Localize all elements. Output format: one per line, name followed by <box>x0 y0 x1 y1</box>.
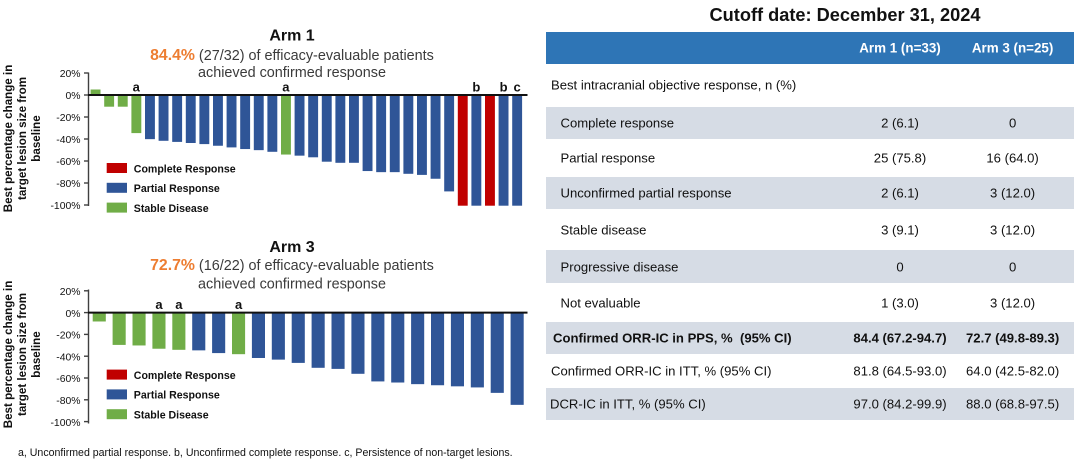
svg-text:-60%: -60% <box>56 374 80 385</box>
svg-text:baseline: baseline <box>30 331 43 378</box>
svg-text:Complete Response: Complete Response <box>134 370 236 382</box>
svg-text:a: a <box>175 297 183 312</box>
svg-text:-80%: -80% <box>56 179 80 190</box>
svg-text:achieved confirmed response: achieved confirmed response <box>198 65 386 81</box>
svg-text:c: c <box>513 80 520 95</box>
svg-text:Partial Response: Partial Response <box>134 183 220 195</box>
svg-text:-40%: -40% <box>56 352 80 363</box>
svg-text:0%: 0% <box>65 309 80 320</box>
svg-text:Arm 3: Arm 3 <box>269 239 314 256</box>
svg-text:-60%: -60% <box>56 157 80 168</box>
svg-text:20%: 20% <box>60 287 81 298</box>
svg-text:a: a <box>235 297 243 312</box>
svg-text:Complete Response: Complete Response <box>134 163 236 175</box>
svg-text:a: a <box>282 80 290 95</box>
svg-text:a: a <box>155 297 163 312</box>
svg-text:-100%: -100% <box>50 201 80 212</box>
svg-text:baseline: baseline <box>30 115 43 162</box>
svg-text:-20%: -20% <box>56 331 80 342</box>
svg-text:target lesion size from: target lesion size from <box>16 77 29 200</box>
svg-text:achieved confirmed response: achieved confirmed response <box>198 277 386 293</box>
svg-text:-80%: -80% <box>56 396 80 407</box>
svg-text:Best percentage change in: Best percentage change in <box>2 65 15 213</box>
svg-text:b: b <box>500 80 508 95</box>
svg-text:Arm 1: Arm 1 <box>269 28 314 45</box>
svg-text:84.4% (27/32) of efficacy-eval: 84.4% (27/32) of efficacy-evaluable pati… <box>150 47 434 64</box>
svg-text:Stable Disease: Stable Disease <box>134 203 209 215</box>
svg-text:Stable Disease: Stable Disease <box>134 410 209 422</box>
svg-text:target lesion size from: target lesion size from <box>16 293 29 416</box>
svg-text:b: b <box>472 80 480 95</box>
svg-text:72.7% (16/22) of efficacy-eval: 72.7% (16/22) of efficacy-evaluable pati… <box>150 257 434 274</box>
svg-text:Partial Response: Partial Response <box>134 390 220 402</box>
svg-text:-40%: -40% <box>56 135 80 146</box>
svg-text:0%: 0% <box>65 91 80 102</box>
svg-text:-100%: -100% <box>50 418 80 429</box>
svg-text:a: a <box>133 80 141 95</box>
svg-text:a, Unconfirmed partial respons: a, Unconfirmed partial response. b, Unco… <box>18 447 513 459</box>
svg-text:20%: 20% <box>60 69 81 80</box>
svg-text:-20%: -20% <box>56 113 80 124</box>
svg-text:Best percentage change in: Best percentage change in <box>2 281 15 429</box>
